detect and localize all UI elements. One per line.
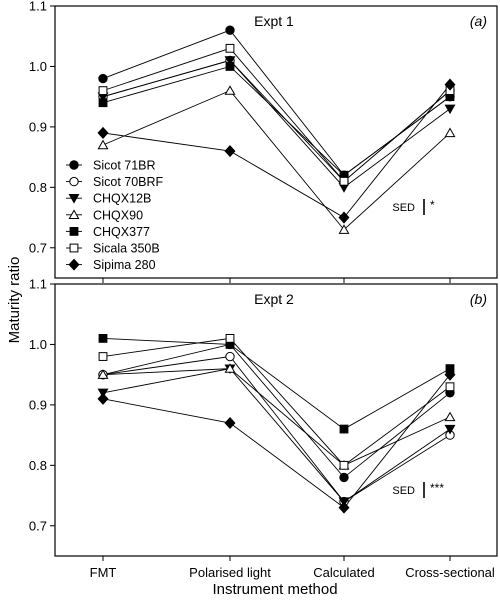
data-point [444,411,456,422]
panel-tag: (b) [470,291,487,307]
data-point [97,392,109,405]
legend-marker [69,243,79,253]
series-line [102,343,451,479]
plot-frame [54,5,498,279]
data-point [97,126,109,139]
data-point [98,86,108,96]
data-point [339,472,349,483]
y-tick-label: 1.1 [29,277,47,292]
legend-marker [68,258,80,271]
series-line [102,356,451,503]
legend-label: Sicot 71BR [93,159,156,173]
legend-label: Sicala 350B [93,242,160,256]
data-point [98,98,108,108]
data-point [444,127,456,138]
series-line [102,337,451,466]
legend-label: CHQX377 [93,225,150,239]
y-tick-label: 0.8 [29,180,47,195]
data-point [97,369,109,379]
sed-label: SED [392,202,415,214]
legend-label: CHQX12B [93,192,151,206]
data-point [339,176,349,186]
data-point [338,224,350,234]
x-tick-label: Calculated [313,565,374,580]
data-point [225,25,235,35]
data-point [225,62,235,71]
x-tick-label: FMT [90,565,117,580]
legend-marker [69,176,79,187]
data-point [224,56,236,66]
y-tick-label: 0.9 [29,397,47,412]
legend-marker [69,160,79,170]
panel-b: 0.7 0.8 0.9 1.0 1.1 Expt 2 (b) SED *** FMT Polaris… [29,277,498,580]
data-point [339,460,349,470]
series-line [102,374,451,509]
data-point [338,501,350,514]
y-tick-label: 1.0 [29,337,47,352]
data-point [224,363,236,373]
data-point [98,73,108,84]
x-tick-label: Cross-sectional [405,565,495,580]
panel-a: 0.7 0.8 0.9 1.0 1.1 Expt 1 (a) SED * [29,0,498,283]
data-point [338,211,350,224]
data-point [444,424,456,435]
legend-marker [69,227,79,236]
data-point [225,43,235,53]
data-point [98,352,108,361]
data-point [339,424,349,434]
data-point [225,351,235,362]
sed-significance: * [430,198,435,212]
y-tick-label: 0.9 [29,119,47,134]
legend-marker [68,209,80,219]
x-tick-label: Polarised light [189,565,271,580]
y-tick-label: 0.8 [29,458,47,473]
data-point [224,145,236,158]
legend-label: Sicot 70BRF [93,175,164,189]
series-line [102,84,451,219]
y-tick-label: 1.1 [29,0,47,14]
panel-tag: (a) [470,13,487,29]
data-point [97,139,109,150]
legend-label: CHQX90 [93,208,143,222]
data-point [98,334,108,343]
x-axis-title: Instrument method [212,581,337,598]
sed-label: SED [392,485,415,497]
series-line [102,90,451,231]
data-point [444,368,456,381]
legend-label: Sipima 280 [93,258,156,272]
legend-marker [68,194,80,204]
y-axis-title: Maturity ratio [6,257,23,344]
y-tick-label: 0.7 [29,240,47,255]
series-line [102,337,451,430]
panel-title: Expt 2 [254,291,294,307]
series-line [102,59,451,188]
data-point [444,104,456,115]
panel-title: Expt 1 [254,13,294,29]
y-tick-label: 1.0 [29,59,47,74]
data-point [224,416,236,430]
series-line [102,368,451,503]
plot-frame [54,283,498,557]
data-point [225,334,235,343]
data-point [224,85,236,95]
data-point [445,382,455,392]
y-tick-label: 0.7 [29,518,47,533]
series-line [102,47,451,182]
data-point [444,78,456,91]
legend: Sicot 71BR Sicot 70BRF CHQX12B CHQX90 CHQX37… [66,159,164,272]
sed-significance: *** [430,481,444,495]
